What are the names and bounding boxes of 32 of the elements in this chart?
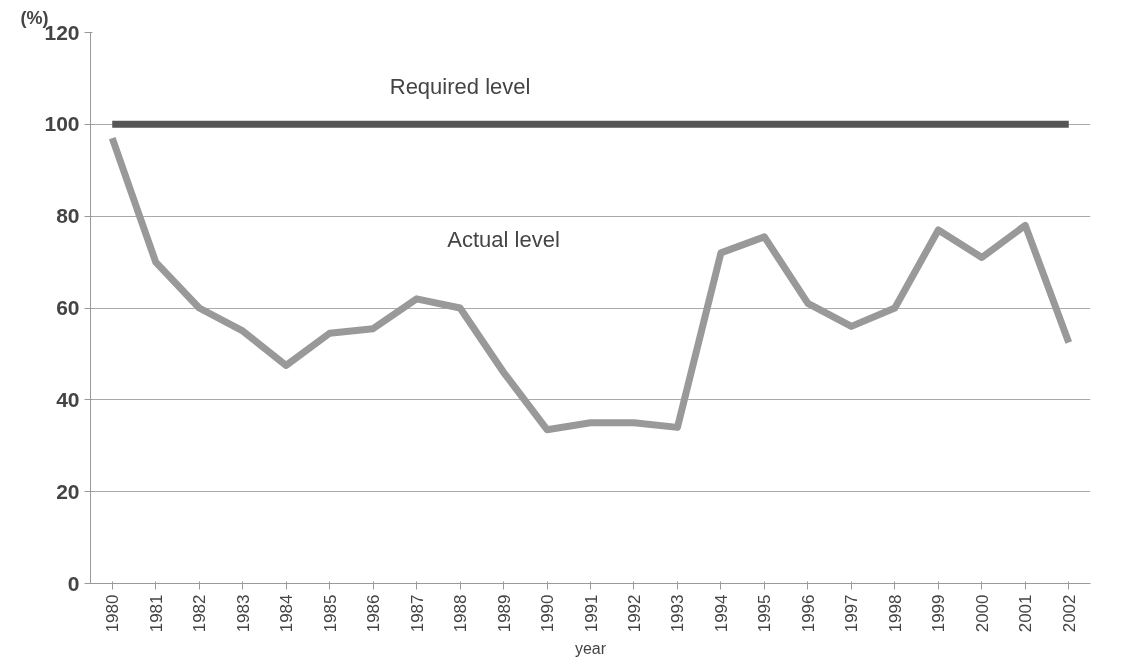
x-tick-label: 1981 bbox=[146, 594, 166, 633]
y-tick-label: 80 bbox=[56, 204, 80, 228]
x-tick-label: 1983 bbox=[233, 594, 253, 633]
x-tick-label: 1990 bbox=[538, 594, 558, 633]
x-tick-label: 1994 bbox=[711, 594, 731, 633]
x-tick-label: 1985 bbox=[320, 594, 340, 633]
x-tick-label: 1995 bbox=[755, 594, 775, 633]
x-tick-label: 1991 bbox=[581, 594, 601, 633]
y-tick-label: 40 bbox=[56, 387, 80, 411]
y-tick-label: 100 bbox=[44, 112, 80, 136]
x-tick-label: 1982 bbox=[190, 594, 210, 633]
x-tick-label: 1980 bbox=[103, 594, 123, 633]
x-tick-label: 2000 bbox=[972, 594, 992, 633]
y-tick-label: 60 bbox=[56, 296, 80, 319]
x-tick-label: 1997 bbox=[842, 594, 862, 633]
x-axis-title: year bbox=[574, 640, 607, 658]
x-tick-label: 1993 bbox=[668, 594, 688, 633]
x-tick-label: 1998 bbox=[885, 594, 905, 633]
y-tick-label: 0 bbox=[67, 571, 80, 595]
x-tick-label: 1999 bbox=[929, 594, 949, 633]
series-label: Required level bbox=[389, 74, 531, 100]
y-tick-label: 20 bbox=[56, 479, 80, 503]
x-tick-label: 1996 bbox=[798, 594, 818, 633]
x-tick-label: 1986 bbox=[364, 594, 384, 633]
x-tick-label: 1988 bbox=[451, 594, 471, 633]
x-tick-label: 2001 bbox=[1016, 594, 1036, 633]
x-tick-label: 1987 bbox=[407, 594, 427, 633]
x-tick-label: 1992 bbox=[624, 594, 644, 633]
x-tick-label: 2002 bbox=[1059, 594, 1079, 633]
text: Actual level bbox=[447, 227, 560, 253]
x-tick-label: 1989 bbox=[494, 594, 514, 633]
x-tick-label: 1984 bbox=[277, 594, 297, 633]
